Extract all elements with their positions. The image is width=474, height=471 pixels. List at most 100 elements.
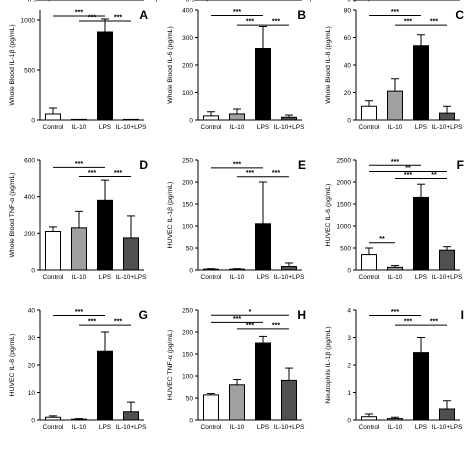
- category-label: IL-10+LPS: [274, 0, 306, 2]
- bar-il-10-lps: [439, 112, 455, 121]
- bar-il-10-lps: [439, 249, 455, 271]
- y-tick-label: 500: [340, 246, 351, 253]
- y-tick-label: 40: [28, 308, 36, 315]
- bar-il-10-lps: [123, 411, 139, 421]
- panel-letter: K: [297, 0, 306, 3]
- panel-e: 0 50 100 150 200 250 HUVEC IL-1β (pg/mL) E Contr…: [167, 158, 306, 282]
- y-tick-label: 100: [182, 224, 193, 231]
- panel-b: 0 100 200 300 400 Whole Blood IL-6 (pg/mL) B Co…: [167, 8, 306, 132]
- panel-letter: I: [461, 308, 464, 322]
- y-tick-label: 0: [189, 0, 193, 2]
- bar-lps: [255, 342, 271, 421]
- category-label: LPS: [99, 274, 112, 281]
- significance-label: ***: [233, 161, 241, 168]
- category-label: IL-10+LPS: [432, 274, 464, 281]
- y-tick-label: 0: [347, 0, 351, 2]
- significance-label: ***: [272, 0, 280, 2]
- y-tick-label: 10: [28, 390, 36, 397]
- panel-d: 0 200 400 600 Whole Blood TNF-α (pg/mL) D Cont…: [9, 158, 148, 282]
- y-tick-label: 200: [182, 63, 193, 70]
- y-tick-label: 0: [347, 418, 351, 425]
- y-tick-label: 0: [189, 418, 193, 425]
- y-tick-label: 50: [186, 246, 194, 253]
- significance-label: ***: [272, 19, 280, 26]
- category-label: IL-10+LPS: [432, 124, 464, 131]
- panel-letter: L: [457, 0, 464, 3]
- significance-label: **: [76, 0, 82, 2]
- y-tick-label: 100: [182, 90, 193, 97]
- y-axis-label: Whole Blood IL-1β (pg/mL): [9, 24, 16, 105]
- significance-label: ***: [391, 9, 399, 16]
- category-label: LPS: [257, 0, 270, 2]
- y-tick-label: 200: [182, 330, 193, 337]
- y-tick-label: 3: [347, 335, 351, 342]
- category-label: Control: [43, 0, 65, 2]
- significance-label: ***: [75, 309, 83, 316]
- significance-label: ***: [391, 159, 399, 166]
- y-tick-label: 50: [186, 396, 194, 403]
- bar-lps: [413, 352, 429, 421]
- y-axis-label: Neutrophils IL-8 (pg/mL): [135, 0, 208, 2]
- category-label: Control: [359, 124, 381, 131]
- y-axis-label: Neutrophils IL-1β (pg/mL): [325, 326, 332, 403]
- panel-h: 0 50 100 150 200 250 HUVEC TNF-α (pg/mL) H Contr…: [167, 308, 306, 432]
- y-tick-label: 200: [24, 231, 35, 238]
- y-tick-label: 60: [344, 35, 352, 42]
- category-label: IL-10+LPS: [116, 274, 148, 281]
- y-axis-label: HUVEC IL-6 (pg/mL): [325, 184, 332, 247]
- y-tick-label: 0: [347, 118, 351, 125]
- y-tick-label: 10: [28, 0, 36, 2]
- y-tick-label: 20: [344, 90, 352, 97]
- y-tick-label: 150: [182, 352, 193, 359]
- y-tick-label: 4: [347, 308, 351, 315]
- y-axis-label: Whole Blood IL-6 (pg/mL): [167, 26, 174, 103]
- significance-label: ***: [114, 15, 122, 22]
- y-tick-label: 200: [340, 0, 351, 2]
- y-tick-label: 6: [31, 0, 35, 2]
- panel-c: 0 20 40 60 80 Whole Blood IL-8 (pg/mL) C Contro…: [325, 8, 464, 132]
- y-axis-label: HUVEC TNF-α (pg/mL): [167, 330, 174, 400]
- significance-label: ***: [75, 161, 83, 168]
- significance-label: ***: [246, 322, 254, 329]
- significance-label: ***: [272, 322, 280, 329]
- y-tick-label: 0: [31, 0, 35, 2]
- panel-letter: E: [298, 158, 306, 172]
- significance-label: ***: [430, 319, 438, 326]
- panel-letter: H: [297, 308, 306, 322]
- bar-control: [203, 268, 219, 271]
- y-tick-label: 50: [186, 0, 194, 2]
- bar-il-10: [229, 113, 245, 121]
- category-label: IL-10: [72, 274, 87, 281]
- category-label: Control: [43, 274, 65, 281]
- panel-letter: D: [139, 158, 148, 172]
- y-tick-label: 0: [189, 118, 193, 125]
- y-tick-label: 100: [182, 0, 193, 2]
- significance-label: ***: [430, 19, 438, 26]
- category-label: IL-10: [388, 0, 403, 2]
- y-tick-label: 400: [24, 194, 35, 201]
- category-label: IL-10: [388, 274, 403, 281]
- category-label: IL-10+LPS: [274, 424, 306, 431]
- y-tick-label: 300: [182, 35, 193, 42]
- y-tick-label: 250: [182, 158, 193, 165]
- panel-letter: C: [455, 8, 464, 22]
- bar-il-10: [71, 118, 87, 121]
- significance-label: ***: [272, 170, 280, 177]
- bar-control: [361, 416, 377, 421]
- category-label: IL-10: [230, 424, 245, 431]
- bar-il-10-lps: [439, 408, 455, 421]
- y-axis-label: Whole Blood IL-8 (pg/mL): [325, 26, 332, 103]
- y-tick-label: 0: [347, 268, 351, 275]
- category-label: Control: [359, 424, 381, 431]
- y-tick-label: 250: [182, 308, 193, 315]
- category-label: LPS: [415, 274, 428, 281]
- y-tick-label: 40: [344, 63, 352, 70]
- bar-lps: [97, 350, 113, 421]
- significance-label: **: [115, 0, 121, 2]
- category-label: IL-10+LPS: [274, 124, 306, 131]
- category-label: IL-10: [72, 124, 87, 131]
- significance-label: **: [405, 165, 411, 172]
- category-label: LPS: [99, 124, 112, 131]
